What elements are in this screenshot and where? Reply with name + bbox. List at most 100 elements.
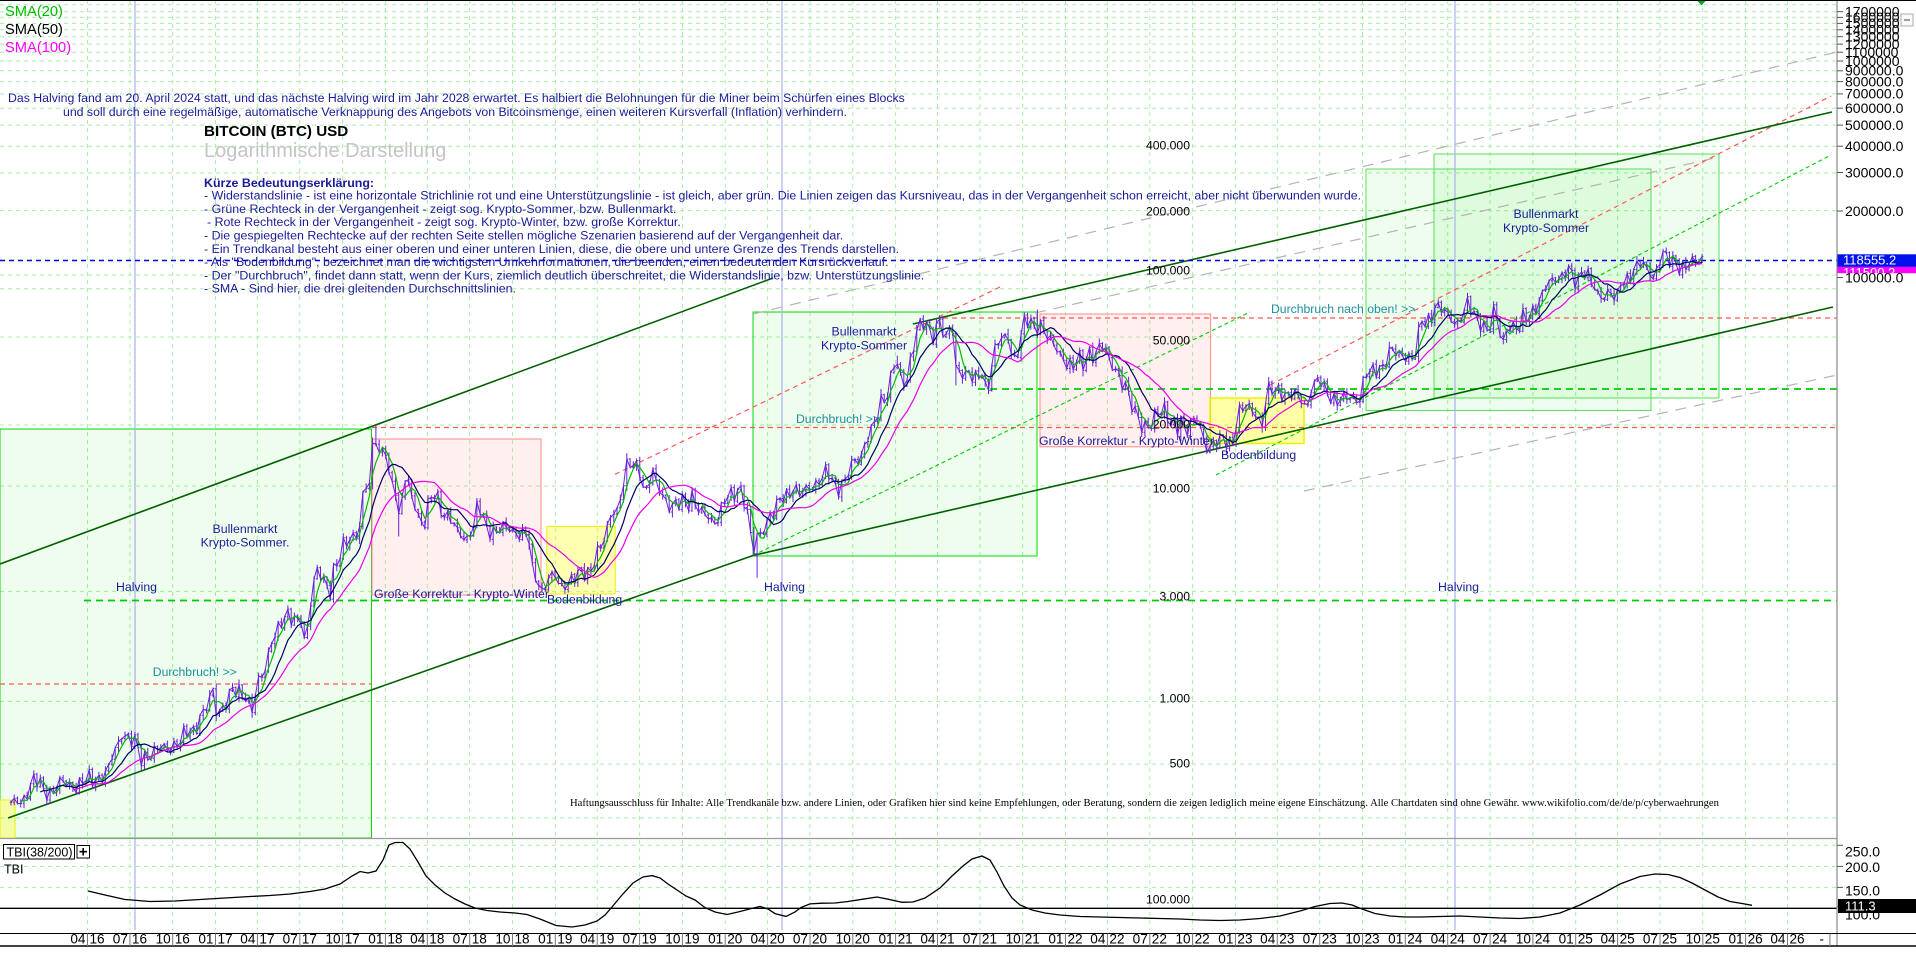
svg-text:118555.2: 118555.2	[1843, 253, 1896, 268]
svg-text:16: 16	[132, 932, 147, 947]
svg-text:22: 22	[1109, 932, 1124, 947]
svg-text:07: 07	[283, 932, 298, 947]
svg-text:Durchbruch nach oben! >>: Durchbruch nach oben! >>	[1271, 302, 1415, 316]
svg-text:TBI(38/200): TBI(38/200)	[7, 846, 73, 860]
svg-text:04: 04	[1600, 932, 1616, 947]
svg-text:400.000: 400.000	[1146, 139, 1190, 153]
svg-text:10: 10	[495, 932, 511, 947]
svg-text:21: 21	[898, 932, 913, 947]
svg-text:07: 07	[1133, 932, 1148, 947]
svg-text:10: 10	[1006, 932, 1022, 947]
svg-text:22: 22	[1152, 932, 1167, 947]
svg-text:25: 25	[1620, 932, 1635, 947]
svg-text:23: 23	[1365, 932, 1380, 947]
svg-text:Bullenmarkt: Bullenmarkt	[1514, 207, 1580, 221]
svg-text:07: 07	[963, 932, 978, 947]
svg-text:25: 25	[1662, 932, 1677, 947]
svg-text:04: 04	[1770, 932, 1786, 947]
svg-text:19: 19	[599, 932, 614, 947]
svg-text:19: 19	[642, 932, 657, 947]
svg-text:22: 22	[1068, 932, 1083, 947]
svg-text:17: 17	[259, 932, 274, 947]
svg-text:- Rote Rechteck in der Vergang: - Rote Rechteck in der Vergangenheit - z…	[207, 215, 681, 229]
svg-text:07: 07	[1303, 932, 1318, 947]
svg-text:07: 07	[1473, 932, 1488, 947]
svg-text:24: 24	[1535, 932, 1551, 947]
svg-text:- Grüne Rechteck in der Vergan: - Grüne Rechteck in der Vergangenheit - …	[204, 202, 676, 216]
svg-text:Krypto-Sommer.: Krypto-Sommer.	[201, 536, 290, 550]
svg-text:04: 04	[1260, 932, 1276, 947]
svg-text:07: 07	[793, 932, 808, 947]
svg-text:10: 10	[325, 932, 341, 947]
svg-text:200.000: 200.000	[1146, 205, 1190, 219]
svg-text:Bodenbildung: Bodenbildung	[547, 593, 622, 607]
svg-text:50.000: 50.000	[1153, 334, 1190, 348]
svg-text:23: 23	[1322, 932, 1337, 947]
svg-text:01: 01	[538, 932, 553, 947]
svg-text:17: 17	[345, 932, 360, 947]
svg-text:400000.0: 400000.0	[1845, 138, 1904, 154]
svg-text:200.0: 200.0	[1845, 859, 1880, 875]
svg-text:18: 18	[387, 932, 402, 947]
svg-text:04: 04	[580, 932, 596, 947]
svg-text:10: 10	[1686, 932, 1702, 947]
svg-text:01: 01	[708, 932, 723, 947]
svg-text:Bullenmarkt: Bullenmarkt	[832, 325, 898, 339]
svg-text:01: 01	[198, 932, 213, 947]
svg-text:01: 01	[878, 932, 893, 947]
svg-text:04: 04	[1090, 932, 1106, 947]
svg-text:10: 10	[1345, 932, 1361, 947]
svg-text:Krypto-Sommer: Krypto-Sommer	[821, 339, 907, 353]
svg-text:10: 10	[1516, 932, 1532, 947]
svg-text:Logarithmische Darstellung: Logarithmische Darstellung	[204, 140, 446, 162]
svg-text:Große Korrektur - Krypto-Winte: Große Korrektur - Krypto-Winter	[1039, 434, 1214, 448]
svg-text:TBI: TBI	[4, 863, 23, 877]
svg-text:Halving: Halving	[764, 580, 805, 594]
svg-text:18: 18	[472, 932, 487, 947]
svg-text:SMA(50): SMA(50)	[5, 22, 63, 38]
svg-text:- Der "Durchbruch", findet dan: - Der "Durchbruch", findet dann statt, w…	[204, 268, 924, 282]
svg-text:19: 19	[684, 932, 699, 947]
svg-text:04: 04	[920, 932, 936, 947]
svg-text:Halving: Halving	[1438, 580, 1479, 594]
svg-text:17: 17	[218, 932, 233, 947]
svg-text:Bullenmarkt: Bullenmarkt	[213, 522, 279, 536]
svg-text:- SMA - Sind hier, die drei gl: - SMA - Sind hier, die drei gleitenden D…	[204, 282, 516, 296]
svg-text:100.000: 100.000	[1146, 264, 1190, 278]
svg-text:3.000: 3.000	[1160, 590, 1191, 604]
svg-text:18: 18	[429, 932, 444, 947]
svg-text:250.0: 250.0	[1845, 843, 1880, 859]
svg-text:- Als "Bodenbildung", bezeichn: - Als "Bodenbildung", bezeichnet man die…	[204, 255, 889, 269]
svg-text:Bodenbildung: Bodenbildung	[1221, 448, 1296, 462]
svg-text:SMA(100): SMA(100)	[5, 40, 71, 56]
svg-text:26: 26	[1790, 932, 1805, 947]
svg-text:01: 01	[1048, 932, 1063, 947]
svg-text:10.000: 10.000	[1153, 482, 1190, 496]
svg-text:Durchbruch! >>: Durchbruch! >>	[153, 665, 237, 679]
svg-text:21: 21	[982, 932, 997, 947]
svg-text:04: 04	[750, 932, 766, 947]
svg-text:100.000: 100.000	[1146, 893, 1190, 907]
svg-text:23: 23	[1237, 932, 1252, 947]
svg-text:25: 25	[1705, 932, 1720, 947]
svg-text:Haftungsausschluss für Inhalte: Haftungsausschluss für Inhalte: Alle Tre…	[570, 798, 1720, 809]
svg-text:600000.0: 600000.0	[1845, 100, 1904, 116]
svg-text:24: 24	[1450, 932, 1466, 947]
svg-text:04: 04	[70, 932, 86, 947]
svg-text:21: 21	[1025, 932, 1040, 947]
svg-text:200000.0: 200000.0	[1845, 203, 1904, 219]
svg-text:23: 23	[1279, 932, 1294, 947]
svg-text:1.000: 1.000	[1160, 692, 1191, 706]
svg-text:26: 26	[1748, 932, 1763, 947]
svg-text:Durchbruch! >>: Durchbruch! >>	[796, 412, 880, 426]
svg-text:10: 10	[836, 932, 852, 947]
svg-text:10: 10	[156, 932, 172, 947]
svg-text:20: 20	[855, 932, 871, 947]
svg-text:10: 10	[1175, 932, 1191, 947]
svg-text:04: 04	[410, 932, 426, 947]
svg-text:07: 07	[453, 932, 468, 947]
svg-text:25: 25	[1578, 932, 1593, 947]
svg-text:Krypto-Sommer: Krypto-Sommer	[1503, 221, 1589, 235]
svg-text:18: 18	[515, 932, 530, 947]
svg-text:07: 07	[622, 932, 637, 947]
